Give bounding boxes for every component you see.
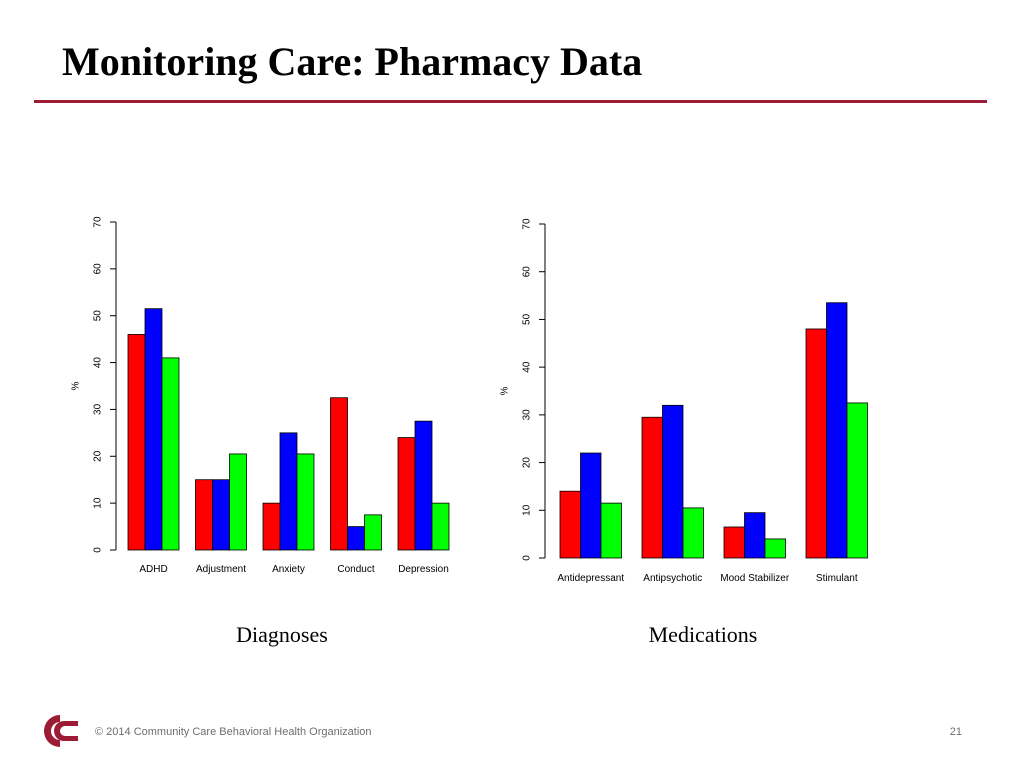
y-axis-label: % (500, 386, 511, 395)
bar (229, 453, 247, 551)
y-tick-label: 10 (93, 497, 104, 509)
category-label: Antidepressant (557, 573, 624, 584)
bar (262, 502, 281, 551)
medications-caption: Medications (648, 622, 758, 647)
bar (414, 420, 433, 551)
bar (805, 328, 827, 559)
bar (744, 512, 766, 559)
category-label: Anxiety (272, 564, 305, 575)
bar (580, 452, 602, 559)
title-divider (34, 100, 987, 103)
bar (662, 404, 684, 559)
bar (212, 479, 230, 551)
y-axis-label: % (71, 381, 82, 390)
y-tick-label: 40 (522, 361, 533, 373)
category-label: Depression (398, 564, 449, 575)
page-number: 21 (949, 726, 962, 738)
bar (144, 308, 163, 551)
bar (195, 479, 213, 551)
bar (127, 334, 146, 551)
bar (397, 437, 416, 551)
category-label: Adjustment (196, 564, 246, 575)
medications-chart: 0 10 20 30 40 50 60 70% Antidepressant Antipsycho… (500, 218, 868, 584)
y-tick-label: 70 (93, 216, 104, 228)
category-label: Antipsychotic (643, 573, 702, 584)
bar (641, 416, 663, 559)
category-label: Conduct (337, 564, 374, 575)
bar (330, 397, 348, 551)
bar (279, 432, 298, 551)
bar (296, 453, 315, 551)
bar (364, 514, 382, 551)
y-tick-label: 10 (522, 504, 533, 516)
y-tick-label: 30 (93, 403, 104, 415)
diagnoses-caption: Diagnoses (236, 622, 328, 647)
bar (682, 507, 704, 559)
y-tick-label: 30 (522, 409, 533, 421)
bar (559, 490, 581, 559)
slide-title: Monitoring Care: Pharmacy Data (62, 39, 643, 84)
bar (600, 502, 622, 559)
category-label: Mood Stabilizer (720, 573, 790, 584)
y-tick-label: 60 (522, 266, 533, 278)
bar (764, 538, 786, 559)
y-tick-label: 60 (93, 263, 104, 275)
y-tick-label: 50 (522, 313, 533, 325)
bar (347, 526, 365, 551)
y-tick-label: 70 (522, 218, 533, 230)
bar (161, 357, 180, 551)
bar (846, 402, 868, 559)
diagnoses-chart: 0 10 20 30 40 50 60 70% ADHD Adjustment Anxiety Con… (71, 216, 450, 575)
copyright-footer: © 2014 Community Care Behavioral Health … (95, 726, 372, 738)
community-care-logo-icon (44, 715, 78, 747)
category-label: Stimulant (816, 573, 858, 584)
bar (826, 302, 848, 559)
y-tick-label: 40 (93, 357, 104, 369)
bar (431, 502, 450, 551)
y-tick-label: 0 (522, 555, 533, 561)
category-label: ADHD (139, 564, 167, 575)
y-tick-label: 50 (93, 310, 104, 322)
y-tick-label: 20 (93, 450, 104, 462)
y-tick-label: 0 (93, 547, 104, 553)
y-tick-label: 20 (522, 457, 533, 469)
bar (723, 526, 745, 559)
